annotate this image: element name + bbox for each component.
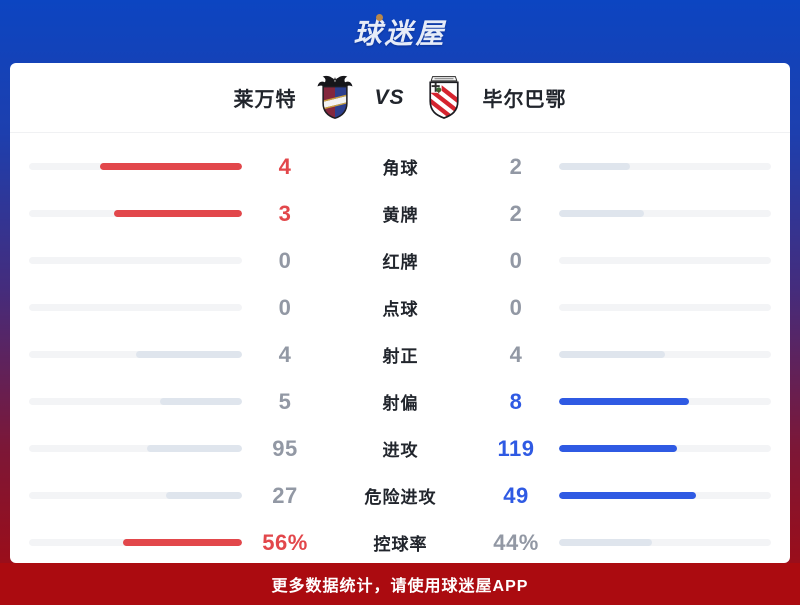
- home-team-name: 莱万特: [233, 89, 297, 111]
- away-stat-bar-fill: [559, 445, 677, 452]
- home-stat-bar: [29, 539, 242, 546]
- match-header: 莱万特: [10, 63, 790, 133]
- away-stat-value: 49: [503, 482, 529, 508]
- stat-label: 红牌: [382, 253, 419, 272]
- stat-label: 点球: [382, 300, 419, 319]
- away-stat-bar: [559, 445, 771, 452]
- app-logo-bar: 球迷屋: [0, 0, 800, 63]
- home-stat-bar-fill: [147, 445, 242, 452]
- home-stat-bar: [29, 257, 242, 264]
- levante-crest-icon: [316, 74, 354, 121]
- stats-list: 4 角球 2 3 黄牌 2: [10, 133, 790, 566]
- away-stat-bar: [559, 163, 771, 170]
- home-stat-bar: [29, 304, 242, 311]
- stat-row: 5 射偏 8: [10, 378, 790, 425]
- home-stat-bar: [29, 351, 242, 358]
- home-stat-value: 27: [272, 482, 298, 508]
- home-stat-value: 0: [278, 247, 292, 273]
- app-logo-text: 球迷屋: [353, 18, 447, 49]
- stat-label: 黄牌: [382, 206, 419, 225]
- away-stat-bar: [559, 257, 771, 264]
- footer-promo-text: 更多数据统计，请使用球迷屋APP: [271, 578, 529, 595]
- app-logo: 球迷屋: [290, 12, 510, 52]
- away-stat-bar-fill: [559, 210, 644, 217]
- stat-label: 危险进攻: [364, 488, 437, 507]
- home-stat-value: 5: [278, 388, 292, 414]
- away-stat-bar: [559, 304, 771, 311]
- home-stat-bar-fill: [99, 163, 242, 170]
- away-stat-bar-fill: [559, 163, 630, 170]
- away-team-name: 毕尔巴鄂: [482, 89, 567, 111]
- away-stat-bar: [559, 351, 771, 358]
- away-stat-value: 0: [509, 294, 523, 320]
- home-stat-bar: [29, 445, 242, 452]
- logo-dot-icon: [376, 14, 383, 21]
- stat-label: 射正: [382, 347, 419, 366]
- stat-row: 0 点球 0: [10, 284, 790, 331]
- stat-row: 27 危险进攻 49: [10, 472, 790, 519]
- home-stat-value: 56%: [262, 529, 308, 555]
- home-stat-bar: [29, 398, 242, 405]
- stat-label: 角球: [382, 159, 419, 178]
- home-stat-bar-fill: [160, 398, 242, 405]
- stat-row: 4 射正 4: [10, 331, 790, 378]
- home-stat-value: 0: [278, 294, 292, 320]
- away-stat-bar-fill: [559, 398, 690, 405]
- home-stat-value: 95: [272, 435, 298, 461]
- home-stat-value: 4: [278, 341, 292, 367]
- away-stat-bar-fill: [559, 492, 696, 499]
- home-stat-value: 4: [278, 153, 292, 179]
- match-stats-card: 莱万特: [10, 63, 790, 563]
- away-stat-bar-fill: [559, 351, 665, 358]
- athletic-bilbao-crest-icon: [425, 74, 463, 121]
- away-stat-value: 44%: [493, 529, 539, 555]
- away-stat-value: 0: [509, 247, 523, 273]
- stat-row: 95 进攻 119: [10, 425, 790, 472]
- away-stat-value: 2: [509, 153, 523, 179]
- stat-row: 4 角球 2: [10, 143, 790, 190]
- home-stat-bar: [29, 210, 242, 217]
- stat-row: 3 黄牌 2: [10, 190, 790, 237]
- away-stat-bar: [559, 539, 771, 546]
- home-stat-bar: [29, 163, 242, 170]
- away-stat-value: 8: [509, 388, 523, 414]
- home-stat-value: 3: [278, 200, 292, 226]
- away-stat-bar: [559, 492, 771, 499]
- away-stat-bar: [559, 210, 771, 217]
- away-stat-bar-fill: [559, 539, 653, 546]
- home-stat-bar: [29, 492, 242, 499]
- stat-row: 0 红牌 0: [10, 237, 790, 284]
- away-stat-bar: [559, 398, 771, 405]
- footer-promo-bar: 更多数据统计，请使用球迷屋APP: [0, 563, 800, 605]
- stat-label: 控球率: [373, 535, 428, 554]
- home-stat-bar-fill: [166, 492, 242, 499]
- stat-label: 进攻: [382, 441, 419, 460]
- home-stat-bar-fill: [122, 539, 242, 546]
- vs-label: VS: [374, 85, 405, 109]
- home-stat-bar-fill: [135, 351, 242, 358]
- home-stat-bar-fill: [114, 210, 242, 217]
- away-stat-value: 2: [509, 200, 523, 226]
- away-stat-value: 4: [509, 341, 523, 367]
- stat-row: 56% 控球率 44%: [10, 519, 790, 566]
- away-stat-value: 119: [497, 435, 535, 461]
- stat-label: 射偏: [382, 394, 419, 413]
